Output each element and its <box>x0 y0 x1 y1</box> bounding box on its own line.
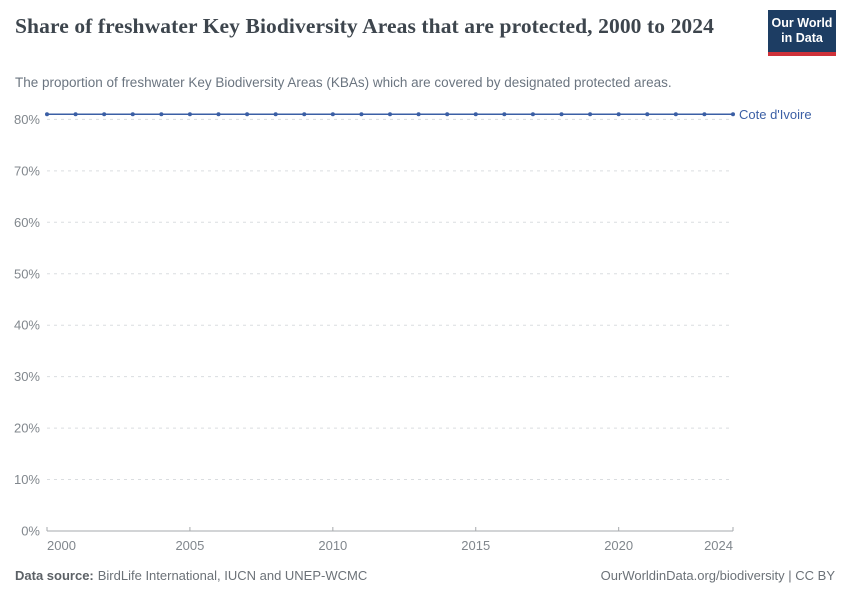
data-point[interactable] <box>187 112 192 117</box>
data-point[interactable] <box>559 112 564 117</box>
data-point[interactable] <box>273 112 278 117</box>
data-source-note: Data source: BirdLife International, IUCN… <box>15 568 367 583</box>
data-point[interactable] <box>731 112 735 117</box>
x-axis-tick-label: 2024 <box>704 538 733 553</box>
data-point[interactable] <box>330 112 335 117</box>
chart-footer: Data source: BirdLife International, IUCN… <box>15 568 835 583</box>
line-chart-plot-area[interactable]: 0% 10% 20% 30% 40% 50% 60% 70% 80% 2000 2005 2010 20… <box>0 100 850 562</box>
y-axis-tick-label: 0% <box>21 524 40 539</box>
data-point[interactable] <box>502 112 507 117</box>
y-axis-tick-label: 20% <box>14 421 40 436</box>
data-point[interactable] <box>445 112 450 117</box>
data-point[interactable] <box>588 112 593 117</box>
y-axis-tick-label: 80% <box>14 112 40 127</box>
x-axis-tick-label: 2000 <box>47 538 76 553</box>
data-point[interactable] <box>702 112 707 117</box>
attribution-link[interactable]: OurWorldinData.org/biodiversity | CC BY <box>600 568 835 583</box>
data-point[interactable] <box>73 112 78 117</box>
data-point[interactable] <box>130 112 135 117</box>
data-point[interactable] <box>45 112 49 117</box>
owid-logo-line1: Our World <box>771 16 833 30</box>
data-point[interactable] <box>216 112 221 117</box>
series-label[interactable]: Cote d'Ivoire <box>739 107 812 122</box>
x-axis-tick-label: 2005 <box>175 538 204 553</box>
data-point[interactable] <box>416 112 421 117</box>
y-axis-tick-label: 60% <box>14 215 40 230</box>
owid-logo[interactable]: Our World in Data <box>768 10 836 56</box>
y-axis-tick-label: 30% <box>14 369 40 384</box>
chart-title: Share of freshwater Key Biodiversity Are… <box>15 14 714 38</box>
data-point[interactable] <box>245 112 250 117</box>
data-point[interactable] <box>302 112 307 117</box>
data-point[interactable] <box>473 112 478 117</box>
data-point[interactable] <box>388 112 392 117</box>
data-point[interactable] <box>530 112 535 117</box>
y-axis-tick-label: 70% <box>14 163 40 178</box>
data-point[interactable] <box>102 112 107 117</box>
y-axis-tick-label: 50% <box>14 266 40 281</box>
data-source-label: Data source: <box>15 568 94 583</box>
data-point[interactable] <box>616 112 621 117</box>
x-axis-tick-label: 2020 <box>604 538 633 553</box>
x-axis-tick-label: 2010 <box>318 538 347 553</box>
data-point[interactable] <box>359 112 364 117</box>
data-source-text: BirdLife International, IUCN and UNEP-WC… <box>97 568 368 583</box>
x-axis-tick-label: 2015 <box>461 538 490 553</box>
y-axis-tick-label: 40% <box>14 318 40 333</box>
data-point[interactable] <box>673 112 678 117</box>
data-point[interactable] <box>645 112 650 117</box>
data-point[interactable] <box>159 112 164 117</box>
chart-subtitle: The proportion of freshwater Key Biodive… <box>15 75 672 90</box>
y-axis-tick-label: 10% <box>14 472 40 487</box>
owid-logo-line2: in Data <box>781 31 823 45</box>
